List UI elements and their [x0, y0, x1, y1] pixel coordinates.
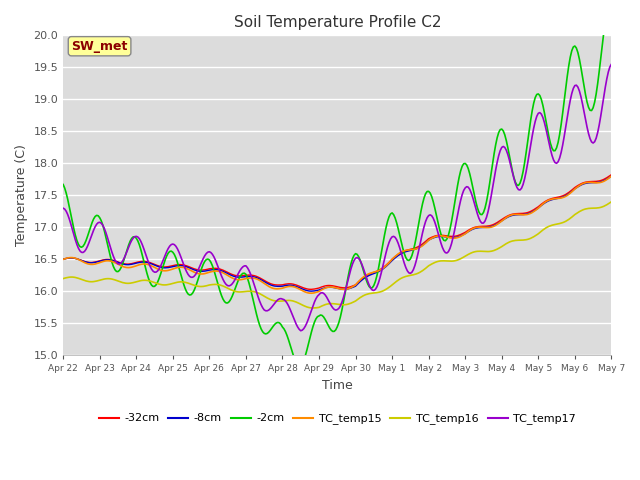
-8cm [74, 256, 82, 262]
TC_temp17 [74, 245, 82, 251]
-2cm [403, 257, 411, 263]
-8cm [60, 256, 67, 262]
TC_temp17 [60, 205, 67, 211]
TC_temp17 [542, 126, 550, 132]
TC_temp17 [403, 268, 411, 274]
-2cm [373, 273, 381, 279]
TC_temp16 [373, 290, 381, 296]
-32cm [373, 268, 381, 274]
-8cm [373, 269, 381, 275]
-8cm [308, 288, 316, 294]
TC_temp15 [74, 256, 82, 262]
TC_temp15 [373, 268, 381, 274]
-2cm [391, 215, 399, 221]
-2cm [60, 181, 67, 187]
-32cm [607, 172, 615, 178]
TC_temp16 [60, 276, 67, 281]
Y-axis label: Temperature (C): Temperature (C) [15, 144, 28, 246]
-8cm [403, 248, 411, 254]
TC_temp17 [297, 328, 305, 334]
TC_temp16 [607, 199, 615, 204]
-2cm [161, 257, 169, 263]
-32cm [308, 287, 316, 292]
TC_temp15 [542, 199, 550, 204]
-2cm [297, 364, 305, 370]
Line: -2cm: -2cm [63, 1, 611, 367]
TC_temp17 [607, 61, 615, 67]
-8cm [607, 173, 615, 179]
-8cm [391, 255, 399, 261]
Line: -32cm: -32cm [63, 175, 611, 289]
Line: TC_temp16: TC_temp16 [63, 202, 611, 308]
TC_temp15 [308, 290, 316, 296]
TC_temp15 [607, 173, 615, 179]
Line: -8cm: -8cm [63, 176, 611, 291]
TC_temp17 [391, 234, 399, 240]
Line: TC_temp17: TC_temp17 [63, 64, 611, 331]
Title: Soil Temperature Profile C2: Soil Temperature Profile C2 [234, 15, 441, 30]
TC_temp16 [391, 279, 399, 285]
TC_temp15 [403, 247, 411, 253]
TC_temp15 [60, 256, 67, 262]
TC_temp16 [74, 276, 82, 281]
Line: TC_temp15: TC_temp15 [63, 176, 611, 293]
-32cm [542, 198, 550, 204]
-2cm [542, 118, 550, 124]
-2cm [74, 241, 82, 247]
-32cm [403, 247, 411, 253]
TC_temp16 [161, 282, 169, 288]
X-axis label: Time: Time [322, 379, 353, 392]
Text: SW_met: SW_met [72, 40, 128, 53]
TC_temp16 [309, 305, 317, 311]
-2cm [607, 0, 615, 4]
TC_temp15 [161, 268, 169, 274]
TC_temp16 [542, 225, 550, 231]
Legend: -32cm, -8cm, -2cm, TC_temp15, TC_temp16, TC_temp17: -32cm, -8cm, -2cm, TC_temp15, TC_temp16,… [94, 409, 580, 429]
-32cm [391, 253, 399, 259]
-32cm [161, 264, 169, 270]
-32cm [74, 256, 82, 262]
-32cm [60, 256, 67, 262]
TC_temp16 [403, 273, 411, 279]
TC_temp15 [391, 253, 399, 259]
-8cm [542, 199, 550, 205]
-8cm [161, 265, 169, 271]
TC_temp17 [161, 252, 169, 258]
TC_temp17 [373, 284, 381, 290]
